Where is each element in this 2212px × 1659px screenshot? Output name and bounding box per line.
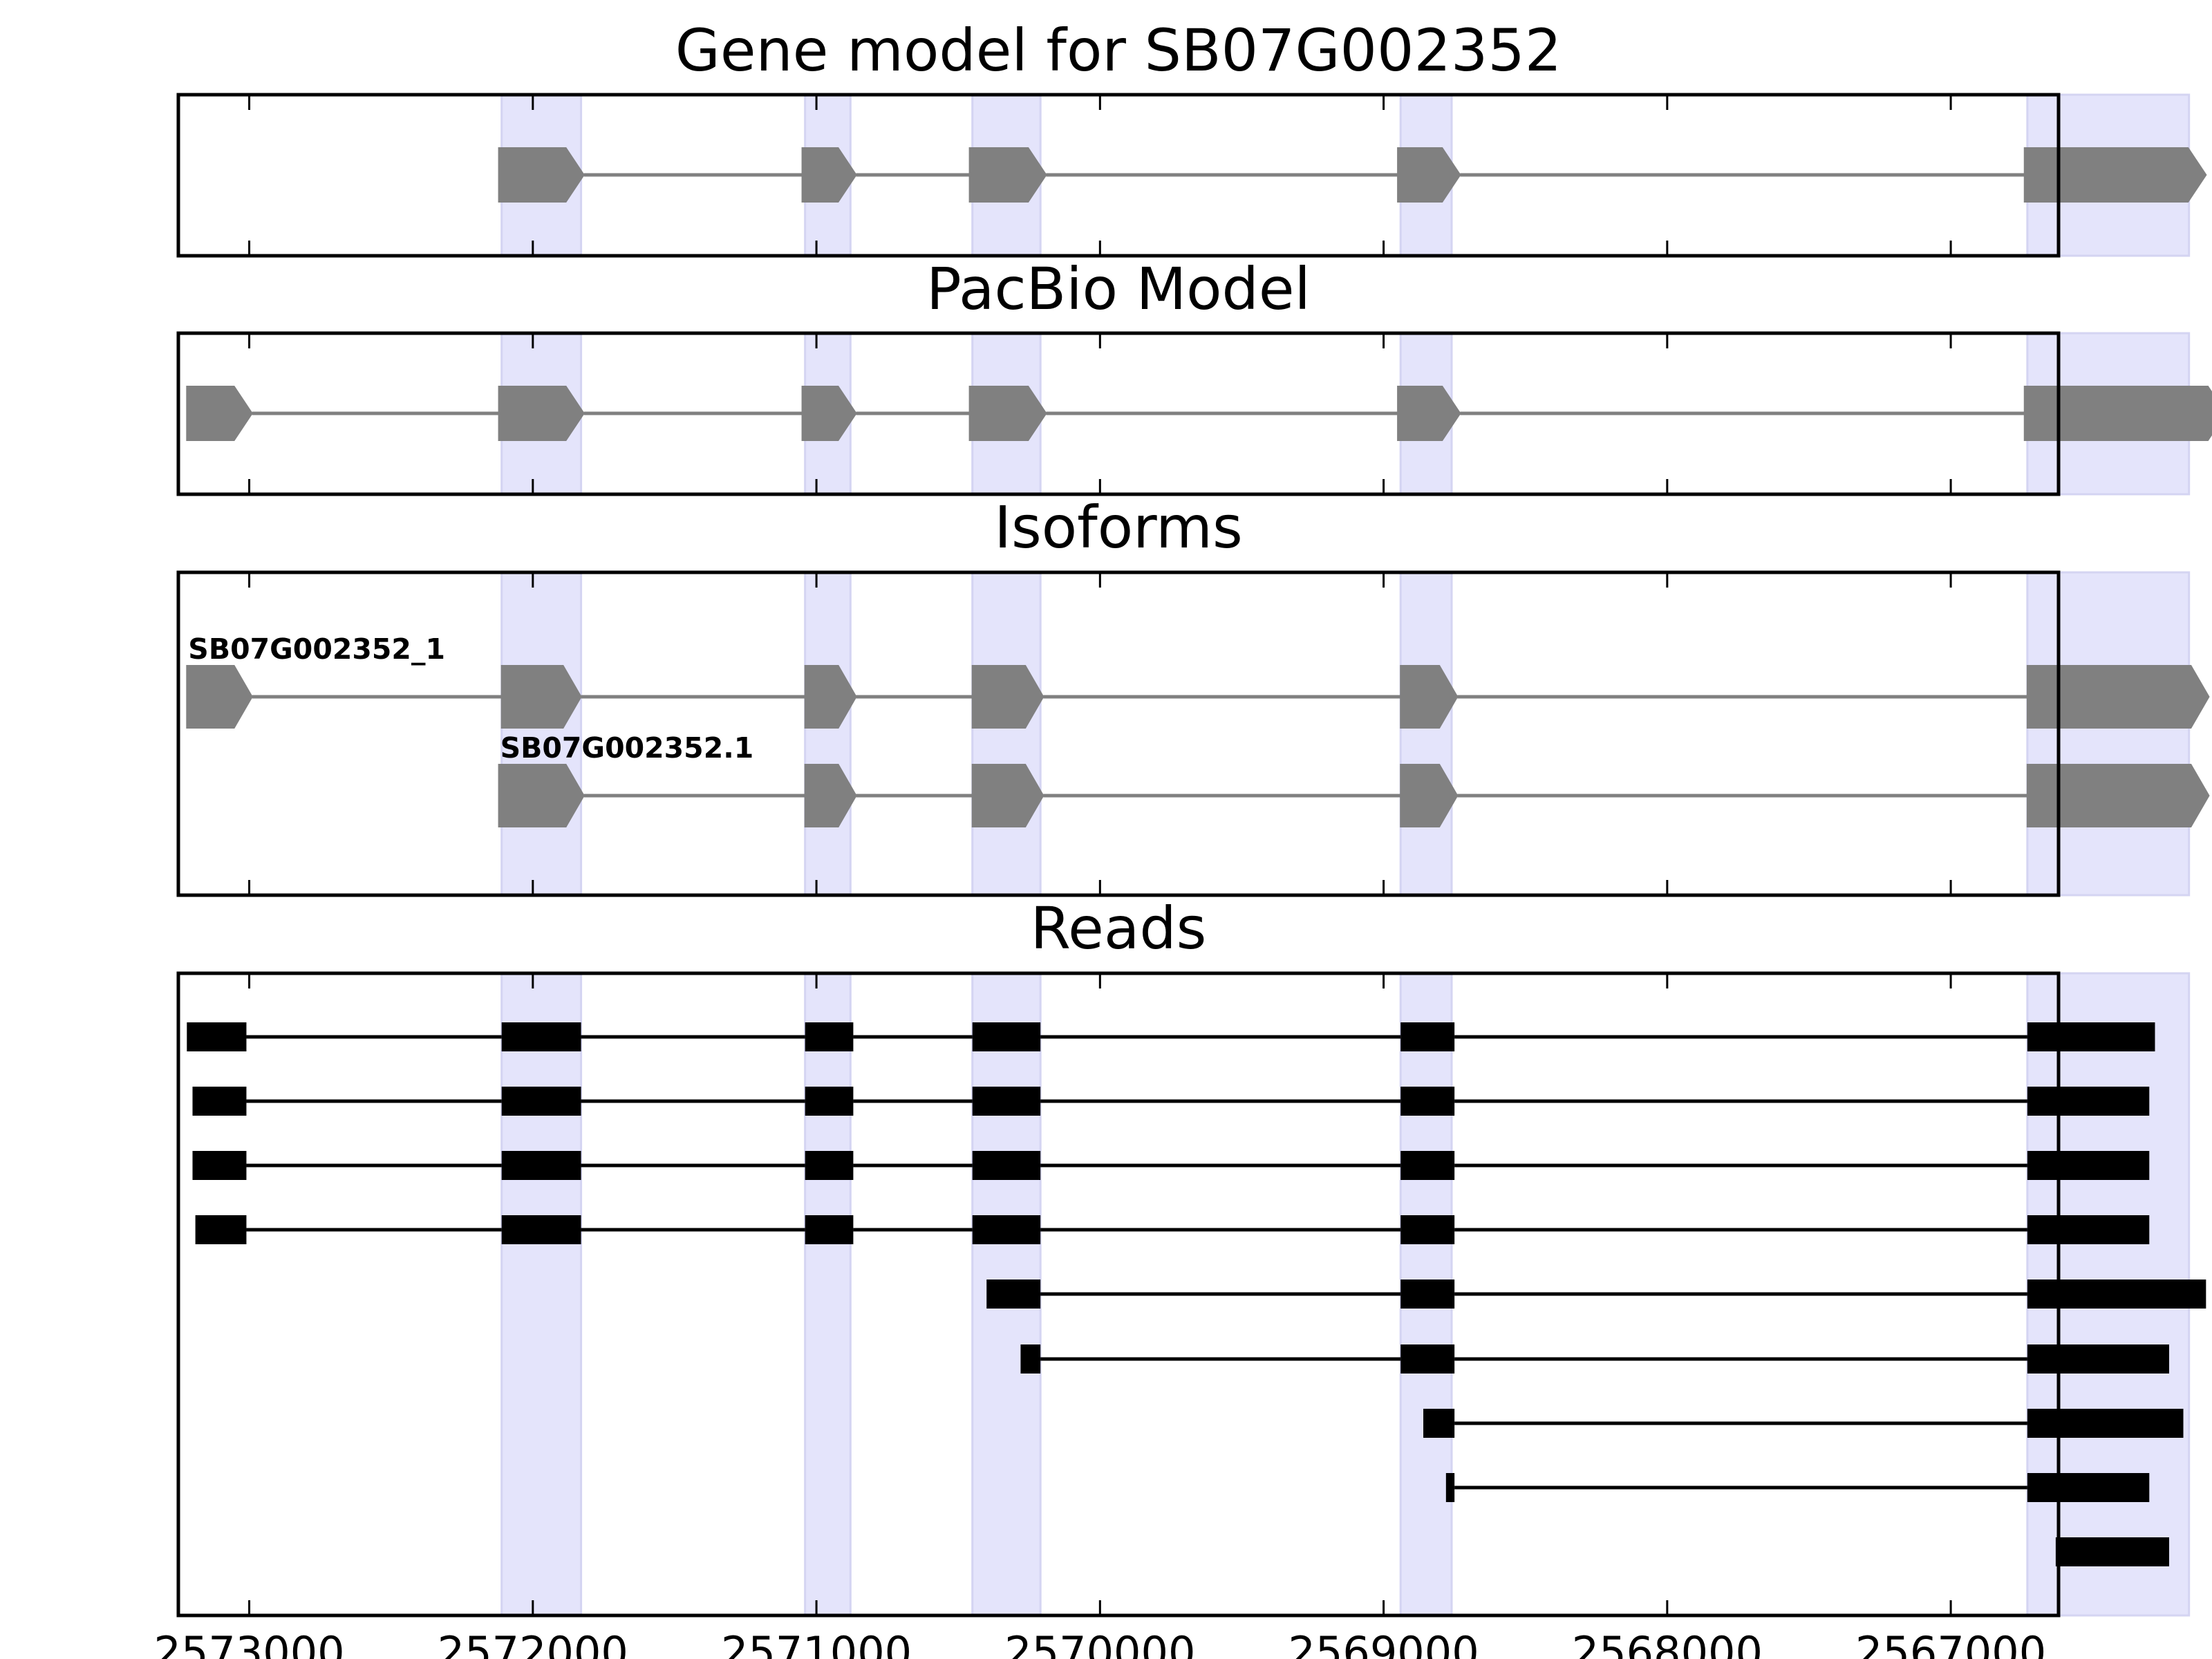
read-block: [195, 1215, 247, 1244]
read-block: [972, 1215, 1041, 1244]
read-block: [1445, 1473, 1455, 1502]
read-block: [2027, 1087, 2150, 1116]
exon-arrow: [498, 386, 585, 441]
read-block: [2027, 1022, 2155, 1051]
x-tick-label: 2568000: [1572, 1627, 1763, 1659]
read-block: [972, 1151, 1041, 1180]
axes-frame: [176, 570, 2061, 897]
read-block: [805, 1087, 854, 1116]
read-block: [986, 1280, 1041, 1309]
exon-arrow: [2023, 147, 2207, 203]
panel-title: Gene model for SB07G002352: [675, 17, 1562, 84]
read-block: [187, 1022, 247, 1051]
panel-title: PacBio Model: [926, 255, 1311, 323]
read-block: [501, 1087, 581, 1116]
read-block: [1020, 1344, 1041, 1374]
exon-arrow: [968, 147, 1047, 203]
highlight-band: [2026, 571, 2191, 897]
exon-arrow: [971, 764, 1044, 827]
read-block: [192, 1087, 247, 1116]
exon-arrow: [801, 386, 857, 441]
read-block: [1400, 1151, 1455, 1180]
read-block: [1400, 1280, 1455, 1309]
exon-arrow: [498, 147, 585, 203]
read-block: [1400, 1215, 1455, 1244]
read-block: [2027, 1280, 2206, 1309]
read-block: [2055, 1537, 2169, 1566]
exon-arrow: [801, 147, 857, 203]
x-tick-label: 2573000: [154, 1627, 345, 1659]
read-block: [2027, 1215, 2150, 1244]
axes-frame: [176, 93, 2061, 258]
x-tick-label: 2571000: [721, 1627, 912, 1659]
read-block: [805, 1022, 854, 1051]
isoform-label: SB07G002352_1: [188, 632, 445, 666]
exon-arrow: [968, 386, 1047, 441]
read-block: [2027, 1473, 2150, 1502]
x-tick-label: 2569000: [1288, 1627, 1479, 1659]
x-tick-label: 2570000: [1004, 1627, 1195, 1659]
x-tick-label: 2572000: [438, 1627, 628, 1659]
exon-arrow: [971, 665, 1044, 729]
read-block: [1400, 1087, 1455, 1116]
highlight-band: [971, 571, 1042, 897]
exon-arrow: [1397, 147, 1461, 203]
exon-arrow: [804, 764, 857, 827]
read-block: [1423, 1409, 1455, 1438]
read-block: [972, 1022, 1041, 1051]
panel-title: Isoforms: [994, 494, 1243, 561]
read-block: [501, 1151, 581, 1180]
read-block: [2027, 1151, 2150, 1180]
read-block: [972, 1087, 1041, 1116]
exon-arrow: [1397, 386, 1461, 441]
exon-arrow: [2026, 665, 2210, 729]
exon-arrow: [186, 665, 253, 729]
read-block: [1400, 1344, 1455, 1374]
isoform-label: SB07G002352.1: [500, 731, 754, 765]
exon-arrow: [804, 665, 857, 729]
read-block: [501, 1022, 581, 1051]
highlight-band: [804, 972, 852, 1617]
highlight-band: [1399, 571, 1453, 897]
highlight-band: [500, 972, 583, 1617]
highlight-band: [804, 571, 852, 897]
panel-title: Reads: [1031, 894, 1207, 962]
exon-arrow: [2026, 764, 2210, 827]
read-block: [1400, 1022, 1455, 1051]
exon-arrow: [1400, 764, 1459, 827]
exon-arrow: [1400, 665, 1459, 729]
exon-arrow: [186, 386, 253, 441]
exon-arrow: [2023, 386, 2212, 441]
read-block: [192, 1151, 247, 1180]
exon-arrow: [500, 665, 582, 729]
x-tick-label: 2567000: [1855, 1627, 2046, 1659]
read-block: [805, 1215, 854, 1244]
read-block: [805, 1151, 854, 1180]
axes-frame: [176, 331, 2061, 496]
exon-arrow: [498, 764, 585, 827]
axes-frame: [176, 971, 2061, 1618]
read-block: [2027, 1409, 2184, 1438]
read-block: [2027, 1344, 2169, 1374]
read-block: [501, 1215, 581, 1244]
